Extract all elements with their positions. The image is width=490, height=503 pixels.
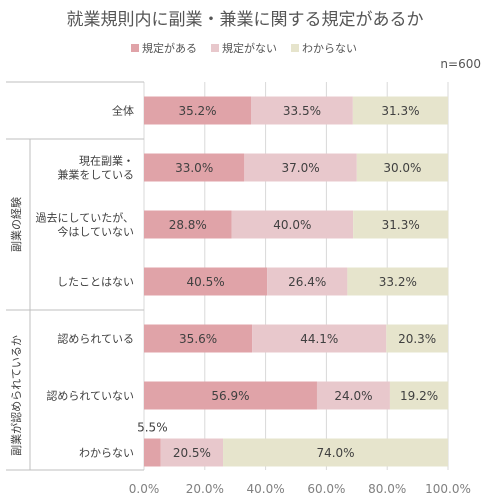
value-label: 33.0% bbox=[175, 161, 213, 175]
legend-label: 規定がない bbox=[222, 41, 277, 55]
value-label: 33.5% bbox=[283, 104, 321, 118]
category-label: 現在副業・ bbox=[79, 155, 134, 168]
value-label: 20.3% bbox=[398, 332, 436, 346]
value-label: 35.2% bbox=[178, 104, 216, 118]
sample-size-note: n=600 bbox=[440, 57, 481, 71]
category-label: 認められている bbox=[57, 332, 134, 346]
value-label: 33.2% bbox=[379, 275, 417, 289]
value-label: 26.4% bbox=[288, 275, 326, 289]
legend-swatch bbox=[131, 44, 139, 52]
bar-segment bbox=[352, 96, 448, 125]
x-tick-label: 40.0% bbox=[247, 482, 285, 496]
bar-segment bbox=[356, 153, 448, 182]
value-label: 30.0% bbox=[383, 161, 421, 175]
legend-swatch bbox=[291, 44, 299, 52]
value-label: 19.2% bbox=[400, 389, 438, 403]
bar-segment bbox=[316, 381, 390, 410]
bar-segment bbox=[144, 153, 245, 182]
bar-segment bbox=[267, 267, 348, 296]
bar-segment bbox=[144, 381, 317, 410]
category-label: 認められていない bbox=[46, 389, 134, 403]
value-label: 24.0% bbox=[334, 389, 372, 403]
category-label: 今はしていない bbox=[57, 225, 134, 239]
value-label: 5.5% bbox=[137, 421, 168, 435]
bar-segment bbox=[386, 324, 448, 353]
category-label: 全体 bbox=[112, 104, 134, 118]
bar-segment bbox=[389, 381, 449, 410]
value-label: 40.0% bbox=[273, 218, 311, 232]
category-label: 過去にしていたが、 bbox=[36, 211, 134, 225]
category-label: 兼業をしている bbox=[57, 169, 134, 182]
bar-segment bbox=[144, 210, 232, 239]
value-label: 35.6% bbox=[179, 332, 217, 346]
value-label: 20.5% bbox=[173, 446, 211, 460]
value-label: 28.8% bbox=[169, 218, 207, 232]
x-tick-label: 60.0% bbox=[307, 482, 345, 496]
value-label: 44.1% bbox=[300, 332, 338, 346]
legend-label: 規定がある bbox=[142, 41, 197, 55]
bar-segment bbox=[144, 324, 253, 353]
bar-segment bbox=[223, 438, 448, 467]
legend-label: わからない bbox=[302, 42, 357, 55]
bar-segment bbox=[144, 96, 252, 125]
x-tick-label: 20.0% bbox=[186, 482, 224, 496]
category-label: したことはない bbox=[57, 276, 134, 289]
value-label: 40.5% bbox=[186, 275, 224, 289]
value-label: 56.9% bbox=[211, 389, 249, 403]
x-tick-label: 100.0% bbox=[425, 482, 471, 496]
chart-title: 就業規則内に副業・兼業に関する規定があるか bbox=[67, 10, 424, 30]
value-label: 31.3% bbox=[382, 218, 420, 232]
x-tick-label: 80.0% bbox=[368, 482, 406, 496]
group-label: 副業が認められているか bbox=[9, 335, 23, 456]
bar-segment bbox=[244, 153, 357, 182]
group-label: 副業の経験 bbox=[9, 197, 23, 252]
value-label: 37.0% bbox=[281, 161, 319, 175]
category-label: わからない bbox=[79, 447, 134, 460]
legend-swatch bbox=[211, 44, 219, 52]
bar-segment bbox=[252, 324, 387, 353]
bar-segment bbox=[160, 438, 224, 467]
value-label: 31.3% bbox=[381, 104, 419, 118]
bar-segment bbox=[353, 210, 449, 239]
bar-segment bbox=[144, 267, 268, 296]
bar-segment bbox=[231, 210, 354, 239]
bar-segment bbox=[347, 267, 449, 296]
x-tick-label: 0.0% bbox=[129, 482, 160, 496]
bar-segment bbox=[251, 96, 353, 125]
bar-segment bbox=[144, 438, 161, 467]
value-label: 74.0% bbox=[316, 446, 354, 460]
